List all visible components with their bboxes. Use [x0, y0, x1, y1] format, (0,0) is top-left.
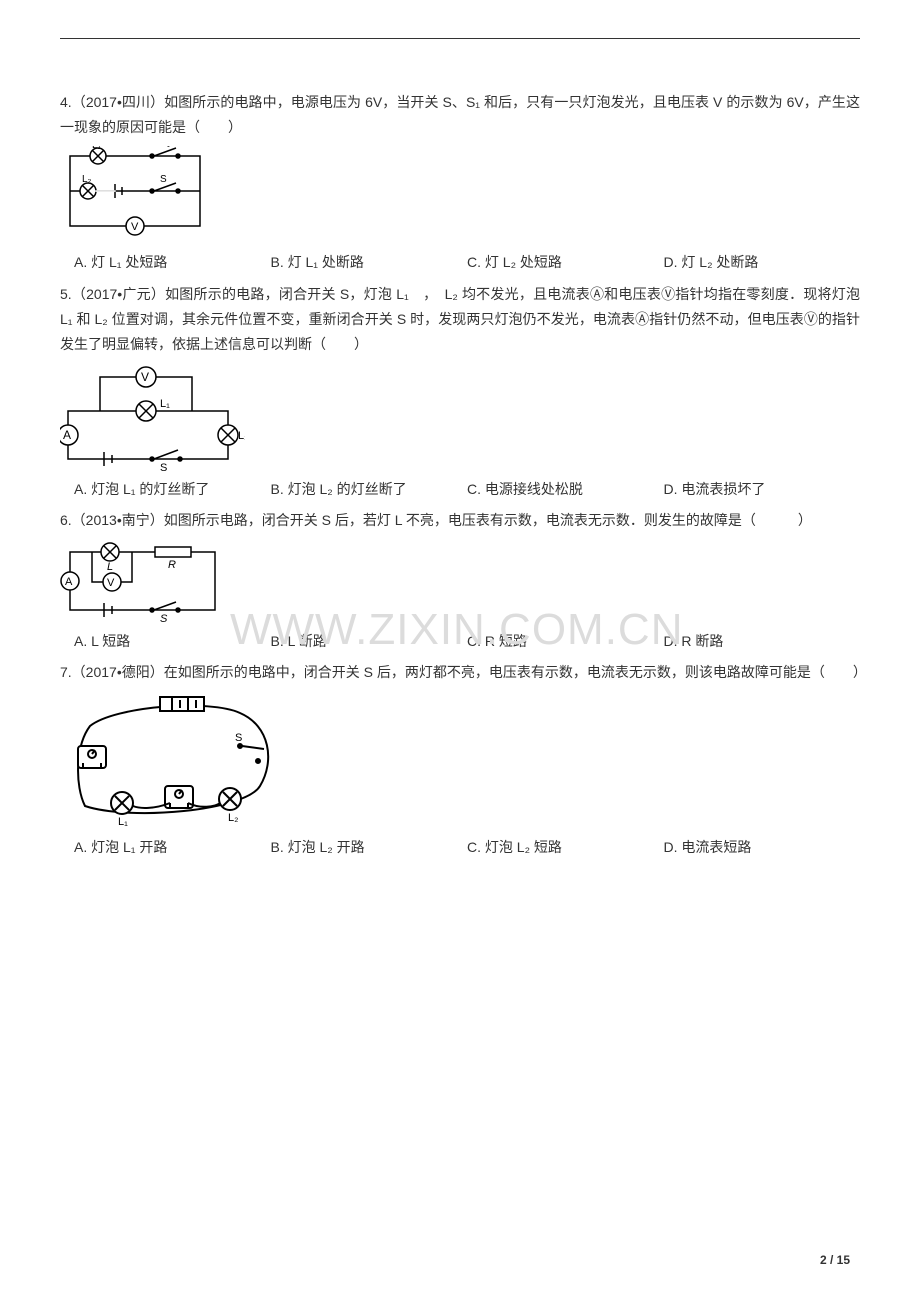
question-4-text: 4.（2017•四川）如图所示的电路中，电源电压为 6V，当开关 S、S₁ 和后… — [60, 90, 860, 140]
option-4c: C. 灯 L₂ 处短路 — [467, 250, 664, 275]
svg-text:V: V — [131, 221, 139, 233]
option-7d: D. 电流表短路 — [664, 835, 861, 860]
svg-text:L₂: L₂ — [228, 812, 238, 824]
svg-text:L: L — [107, 561, 113, 573]
option-4b: B. 灯 L₁ 处断路 — [271, 250, 468, 275]
svg-text:R: R — [168, 559, 176, 571]
option-4d: D. 灯 L₂ 处断路 — [664, 250, 861, 275]
question-5: 5.（2017•广元）如图所示的电路，闭合开关 S，灯泡 L₁ ， L₂ 均不发… — [60, 282, 860, 503]
option-6b: B. L 断路 — [271, 629, 468, 654]
option-6d: D. R 断路 — [664, 629, 861, 654]
option-5b: B. 灯泡 L₂ 的灯丝断了 — [271, 477, 468, 502]
svg-text:A: A — [63, 428, 71, 442]
option-7b: B. 灯泡 L₂ 开路 — [271, 835, 468, 860]
svg-text:S: S — [235, 732, 242, 744]
svg-text:S: S — [160, 613, 168, 625]
page-sep: / — [827, 1253, 837, 1267]
option-5d: D. 电流表损坏了 — [664, 477, 861, 502]
svg-text:L₂: L₂ — [82, 174, 92, 185]
svg-text:S: S — [160, 174, 167, 185]
page-number: 2 / 15 — [820, 1250, 850, 1272]
svg-text:S: S — [160, 462, 167, 473]
option-7c: C. 灯泡 L₂ 短路 — [467, 835, 664, 860]
question-5-options: A. 灯泡 L₁ 的灯丝断了 B. 灯泡 L₂ 的灯丝断了 C. 电源接线处松脱… — [60, 477, 860, 502]
option-5c: C. 电源接线处松脱 — [467, 477, 664, 502]
option-6c: C. R 短路 — [467, 629, 664, 654]
svg-text:L₁: L₁ — [118, 816, 128, 828]
option-5a: A. 灯泡 L₁ 的灯丝断了 — [74, 477, 271, 502]
question-4-options: A. 灯 L₁ 处短路 B. 灯 L₁ 处断路 C. 灯 L₂ 处短路 D. 灯… — [60, 250, 860, 275]
question-5-circuit: A V L₁ L₂ — [60, 363, 860, 473]
question-7-circuit: S L₂ L₁ — [60, 691, 860, 831]
question-6-circuit: A L R V S — [60, 540, 860, 625]
option-7a: A. 灯泡 L₁ 开路 — [74, 835, 271, 860]
svg-text:L₁: L₁ — [160, 398, 170, 410]
question-4-circuit: L₁ S₁ L₂ S — [60, 146, 860, 246]
document-body: 4.（2017•四川）如图所示的电路中，电源电压为 6V，当开关 S、S₁ 和后… — [60, 90, 860, 860]
question-7-options: A. 灯泡 L₁ 开路 B. 灯泡 L₂ 开路 C. 灯泡 L₂ 短路 D. 电… — [60, 835, 860, 860]
question-5-text: 5.（2017•广元）如图所示的电路，闭合开关 S，灯泡 L₁ ， L₂ 均不发… — [60, 282, 860, 358]
option-6a: A. L 短路 — [74, 629, 271, 654]
svg-text:A: A — [65, 576, 73, 588]
question-7: 7.（2017•德阳）在如图所示的电路中，闭合开关 S 后，两灯都不亮，电压表有… — [60, 660, 860, 860]
question-4: 4.（2017•四川）如图所示的电路中，电源电压为 6V，当开关 S、S₁ 和后… — [60, 90, 860, 276]
svg-text:S₁: S₁ — [160, 146, 171, 149]
svg-text:L₂: L₂ — [238, 430, 245, 442]
question-6-options: A. L 短路 B. L 断路 C. R 短路 D. R 断路 — [60, 629, 860, 654]
question-6-text: 6.（2013•南宁）如图所示电路，闭合开关 S 后，若灯 L 不亮，电压表有示… — [60, 508, 860, 533]
svg-text:V: V — [107, 577, 115, 589]
option-4a: A. 灯 L₁ 处短路 — [74, 250, 271, 275]
svg-text:L₁: L₁ — [92, 146, 102, 151]
svg-text:V: V — [141, 370, 149, 384]
question-7-text: 7.（2017•德阳）在如图所示的电路中，闭合开关 S 后，两灯都不亮，电压表有… — [60, 660, 860, 685]
page-total: 15 — [837, 1253, 850, 1267]
page-current: 2 — [820, 1253, 827, 1267]
top-rule — [60, 38, 860, 39]
question-6: 6.（2013•南宁）如图所示电路，闭合开关 S 后，若灯 L 不亮，电压表有示… — [60, 508, 860, 653]
